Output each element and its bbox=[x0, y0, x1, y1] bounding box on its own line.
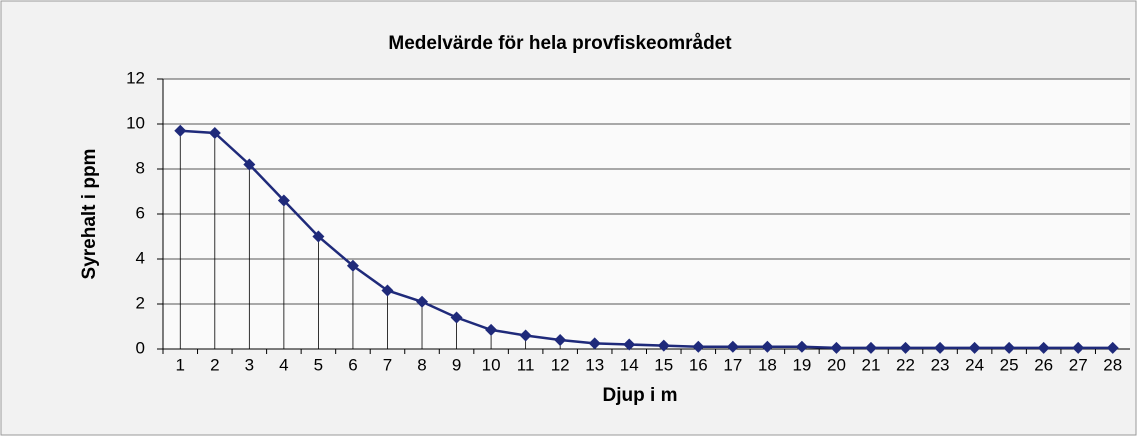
x-tick-label: 7 bbox=[383, 355, 392, 374]
x-tick-label: 11 bbox=[517, 355, 535, 374]
y-tick-label: 8 bbox=[136, 158, 145, 177]
x-tick-label: 24 bbox=[965, 355, 984, 374]
y-tick-label: 4 bbox=[136, 248, 145, 267]
x-tick-label: 2 bbox=[210, 355, 219, 374]
data-marker bbox=[346, 259, 359, 272]
data-marker bbox=[416, 295, 429, 308]
data-marker bbox=[312, 230, 325, 243]
x-tick-label: 15 bbox=[654, 355, 673, 374]
data-marker bbox=[277, 194, 290, 207]
x-tick-label: 18 bbox=[758, 355, 777, 374]
x-tick-label: 21 bbox=[862, 355, 881, 374]
x-tick-label: 25 bbox=[1000, 355, 1019, 374]
data-marker bbox=[657, 339, 670, 352]
chart-title: Medelvärde för hela provfiskeområdet bbox=[388, 33, 732, 54]
y-tick-label: 6 bbox=[136, 203, 145, 222]
x-tick-label: 16 bbox=[689, 355, 708, 374]
data-marker bbox=[934, 341, 947, 354]
data-marker bbox=[519, 329, 532, 342]
data-marker bbox=[243, 158, 256, 171]
x-tick-label: 17 bbox=[723, 355, 742, 374]
data-marker bbox=[623, 338, 636, 351]
data-marker bbox=[761, 340, 774, 353]
x-tick-label: 9 bbox=[452, 355, 461, 374]
x-tick-label: 28 bbox=[1103, 355, 1122, 374]
data-marker bbox=[726, 340, 739, 353]
data-marker bbox=[899, 341, 912, 354]
x-tick-label: 8 bbox=[417, 355, 426, 374]
data-marker bbox=[208, 127, 221, 139]
data-marker bbox=[795, 340, 808, 353]
data-marker bbox=[554, 334, 567, 346]
data-marker bbox=[692, 340, 705, 353]
x-tick-label: 6 bbox=[348, 355, 357, 374]
y-tick-label: 10 bbox=[126, 113, 145, 132]
data-marker bbox=[864, 341, 877, 354]
x-tick-label: 1 bbox=[176, 355, 185, 374]
data-marker bbox=[381, 284, 394, 297]
y-tick-label: 12 bbox=[126, 68, 145, 87]
data-line bbox=[180, 129, 1113, 350]
x-tick-label: 19 bbox=[792, 355, 811, 374]
x-tick-label: 12 bbox=[551, 355, 570, 374]
x-tick-label: 14 bbox=[620, 355, 639, 374]
data-marker bbox=[1106, 341, 1119, 354]
x-tick-label: 26 bbox=[1034, 355, 1053, 374]
x-tick-label: 5 bbox=[314, 355, 323, 374]
data-marker bbox=[174, 124, 187, 137]
x-tick-label: 23 bbox=[931, 355, 950, 374]
x-tick-label: 27 bbox=[1069, 355, 1088, 374]
x-tick-label: 20 bbox=[827, 355, 846, 374]
x-axis-label: Djup i m bbox=[603, 385, 678, 406]
data-marker bbox=[485, 323, 498, 336]
y-tick-label: 0 bbox=[136, 338, 145, 357]
x-tick-label: 10 bbox=[482, 355, 501, 374]
y-axis-label: Syrehalt i ppm bbox=[79, 149, 100, 280]
x-tick-label: 4 bbox=[279, 355, 288, 374]
data-marker bbox=[1003, 341, 1016, 354]
data-marker bbox=[1072, 341, 1085, 354]
data-marker bbox=[450, 311, 463, 324]
x-tick-label: 3 bbox=[245, 355, 254, 374]
data-marker bbox=[588, 337, 601, 350]
data-marker bbox=[830, 341, 843, 354]
data-marker bbox=[968, 341, 981, 354]
y-tick-label: 2 bbox=[136, 293, 145, 312]
x-tick-label: 13 bbox=[585, 355, 604, 374]
x-tick-label: 22 bbox=[896, 355, 915, 374]
data-marker bbox=[1037, 341, 1050, 354]
